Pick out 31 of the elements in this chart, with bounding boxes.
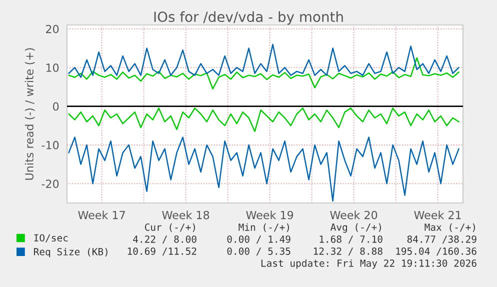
x-tick-label: Week 19 (246, 210, 294, 220)
legend-label: Req Size (KB) (34, 248, 108, 258)
line-series (68, 136, 460, 202)
text: Max (-/+) (424, 223, 475, 232)
text: Min (-/+) (238, 223, 289, 232)
text: Cur (-/+) (144, 223, 195, 232)
text: 1.68 / 7.10 (320, 235, 382, 244)
y-tick-label: -10 (42, 140, 59, 150)
text: 84.77 /38.29 (407, 235, 476, 244)
text: 195.04 /160.36 (396, 247, 476, 256)
text: 10.69 /11.52 (128, 247, 196, 256)
x-tick-label: Week 17 (78, 210, 125, 220)
y-tick-label: 10 (46, 64, 59, 72)
text: 12.32 / 8.88 (314, 247, 382, 256)
line-series (68, 108, 460, 132)
line-series (68, 57, 460, 90)
y-axis-title: Units read (-) / write (+) (24, 48, 35, 180)
y-tick-label: 0 (53, 102, 59, 111)
legend-label: IO/sec (34, 234, 68, 242)
chart-title: IOs for /dev/vda - by month (154, 11, 343, 25)
text: Last update: Fri May 22 19:11:30 2026 (261, 259, 476, 269)
line-series (68, 44, 460, 78)
x-tick-label: Week 20 (330, 210, 378, 220)
x-tick-label: Week 21 (414, 210, 461, 220)
y-tick-label: -20 (42, 180, 59, 188)
text: 0.00 / 5.35 (227, 247, 290, 256)
text: 4.22 / 8.00 (133, 235, 196, 244)
x-tick-label: Week 18 (162, 210, 210, 220)
y-tick-label: 20 (46, 24, 59, 34)
text: Avg (-/+) (330, 223, 381, 233)
text: 0.00 / 1.49 (227, 235, 290, 244)
